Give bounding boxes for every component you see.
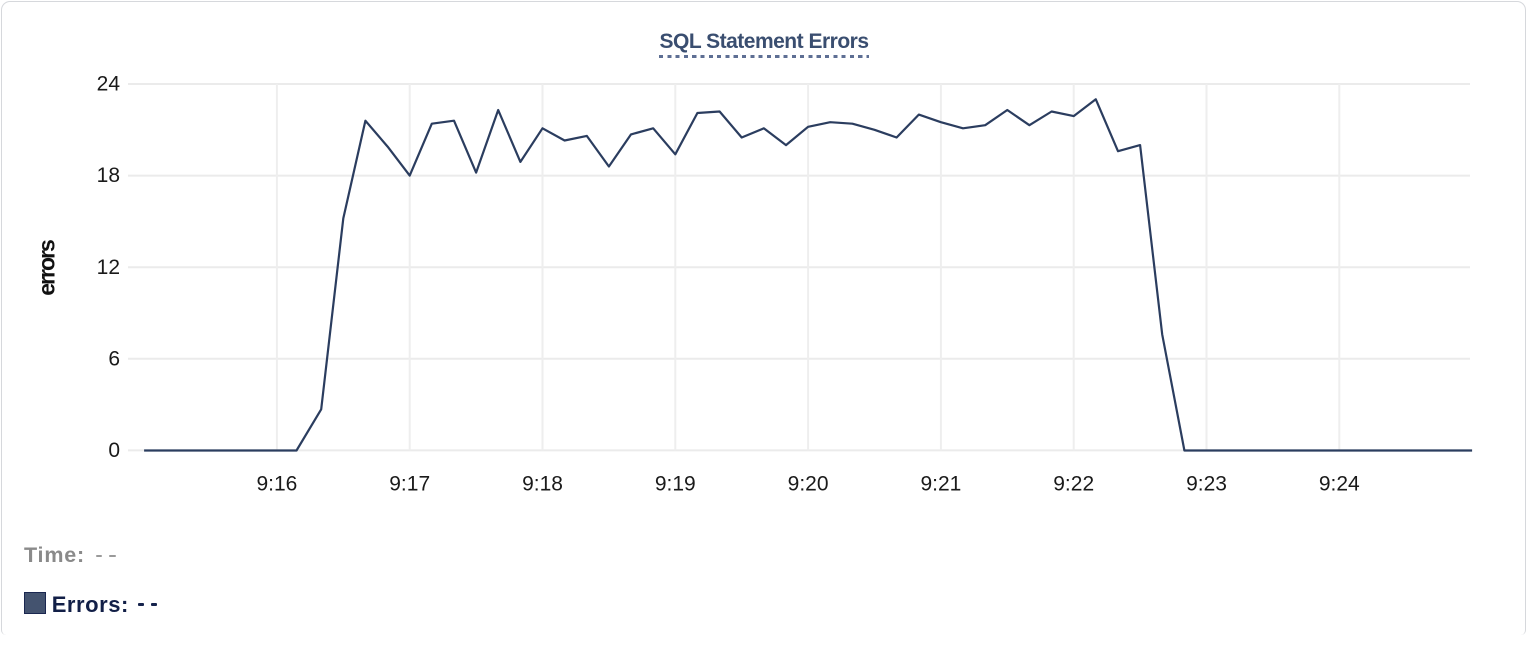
svg-text:9:23: 9:23 bbox=[1186, 473, 1227, 496]
svg-text:9:20: 9:20 bbox=[788, 473, 829, 496]
svg-text:9:19: 9:19 bbox=[655, 473, 696, 496]
svg-text:9:16: 9:16 bbox=[256, 473, 297, 496]
svg-text:9:22: 9:22 bbox=[1053, 473, 1094, 496]
svg-text:12: 12 bbox=[97, 256, 120, 279]
svg-text:9:21: 9:21 bbox=[920, 473, 961, 496]
svg-text:9:17: 9:17 bbox=[389, 473, 430, 496]
svg-text:errors: errors bbox=[34, 240, 60, 296]
svg-text:0: 0 bbox=[108, 439, 120, 462]
svg-text:24: 24 bbox=[97, 73, 121, 96]
svg-text:18: 18 bbox=[97, 164, 120, 187]
svg-text:9:18: 9:18 bbox=[522, 473, 563, 496]
svg-text:9:24: 9:24 bbox=[1319, 473, 1360, 496]
svg-text:6: 6 bbox=[108, 347, 120, 370]
